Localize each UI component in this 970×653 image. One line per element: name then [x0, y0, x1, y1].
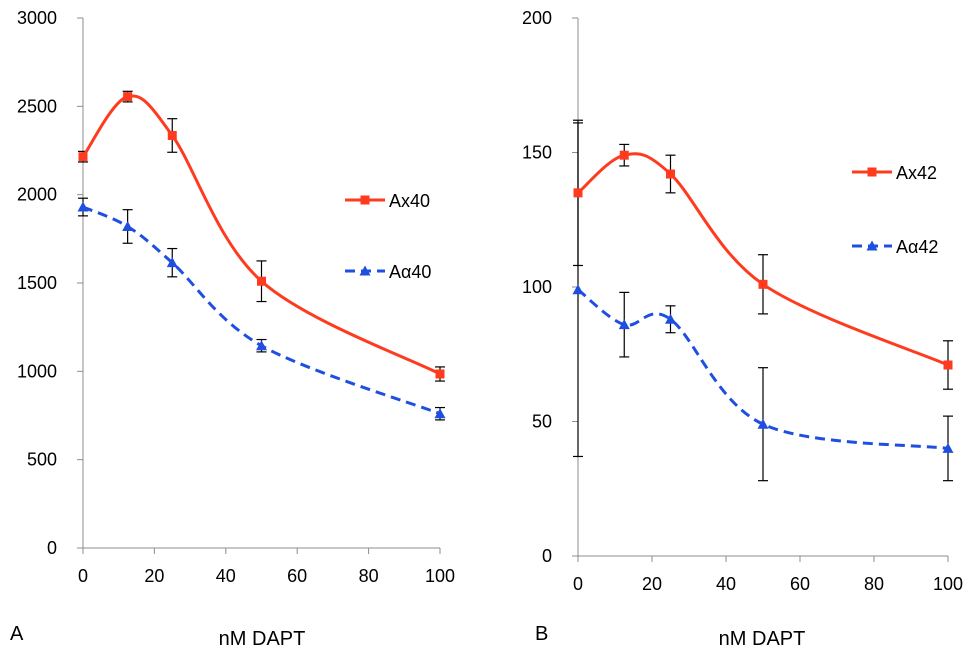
legend-marker-square: [867, 167, 877, 177]
x-tick-label: 100: [425, 566, 455, 586]
data-point-square: [78, 152, 88, 162]
legend-marker-square: [360, 195, 370, 205]
legend-marker-triangle: [866, 240, 878, 251]
x-tick-label: 60: [287, 566, 307, 586]
data-point-square: [573, 188, 583, 198]
x-tick-label: 80: [359, 566, 379, 586]
x-tick-label: 40: [216, 566, 236, 586]
legend-marker-triangle: [359, 265, 371, 276]
x-tick-label: 80: [864, 574, 884, 594]
y-tick-label: 100: [522, 277, 552, 297]
legend-label: Aα42: [896, 237, 938, 257]
y-tick-label: 200: [522, 8, 552, 28]
y-tick-label: 3000: [17, 8, 57, 28]
y-tick-label: 150: [522, 143, 552, 163]
data-point-square: [619, 150, 629, 160]
data-point-square: [123, 92, 133, 102]
x-tick-label: 40: [716, 574, 736, 594]
legend-label: Ax42: [896, 163, 937, 183]
data-point-square: [943, 360, 953, 370]
data-point-square: [666, 169, 675, 179]
data-point-triangle: [122, 220, 134, 231]
y-tick-label: 50: [532, 412, 552, 432]
y-tick-label: 2500: [17, 96, 57, 116]
series-line-2: [82, 205, 441, 416]
x-axis-title: nM DAPT: [219, 628, 306, 650]
legend-label: Aα40: [389, 262, 431, 282]
data-point-triangle: [256, 340, 267, 351]
data-point-square: [167, 130, 177, 140]
x-axis-title: nM DAPT: [719, 628, 806, 650]
data-point-triangle: [434, 408, 446, 419]
data-point-square: [257, 276, 266, 286]
panel-label: A: [10, 623, 24, 645]
y-tick-label: 2000: [17, 185, 57, 205]
x-tick-label: 60: [790, 574, 810, 594]
data-point-triangle: [942, 442, 954, 453]
y-tick-label: 0: [47, 538, 57, 558]
y-tick-label: 1000: [17, 361, 57, 381]
data-point-triangle: [77, 201, 89, 212]
x-tick-label: 20: [144, 566, 164, 586]
data-point-triangle: [757, 418, 769, 429]
y-tick-label: 500: [27, 450, 57, 470]
data-point-triangle: [665, 313, 676, 324]
data-point-triangle: [618, 319, 630, 330]
data-point-square: [758, 279, 768, 289]
data-point-square: [435, 369, 445, 379]
x-tick-label: 0: [573, 574, 583, 594]
panel-b-chart: 0 50 100 150 200 0 20 40 60 80 100 nM DAPT B Ax42 Aα42: [522, 8, 963, 650]
legend-label: Ax40: [389, 191, 430, 211]
data-point-triangle: [166, 257, 178, 268]
data-point-triangle: [572, 284, 584, 295]
y-tick-label: 1500: [17, 273, 57, 293]
panel-a-chart: 0 500 1000 1500 2000 2500 3000 0 20 40 60 80 100 nM D…: [10, 8, 455, 650]
x-tick-label: 0: [78, 566, 88, 586]
panel-label: B: [535, 623, 548, 645]
y-tick-label: 0: [542, 546, 552, 566]
x-tick-label: 100: [933, 574, 963, 594]
series-line-1: [81, 94, 441, 376]
x-tick-label: 20: [642, 574, 662, 594]
